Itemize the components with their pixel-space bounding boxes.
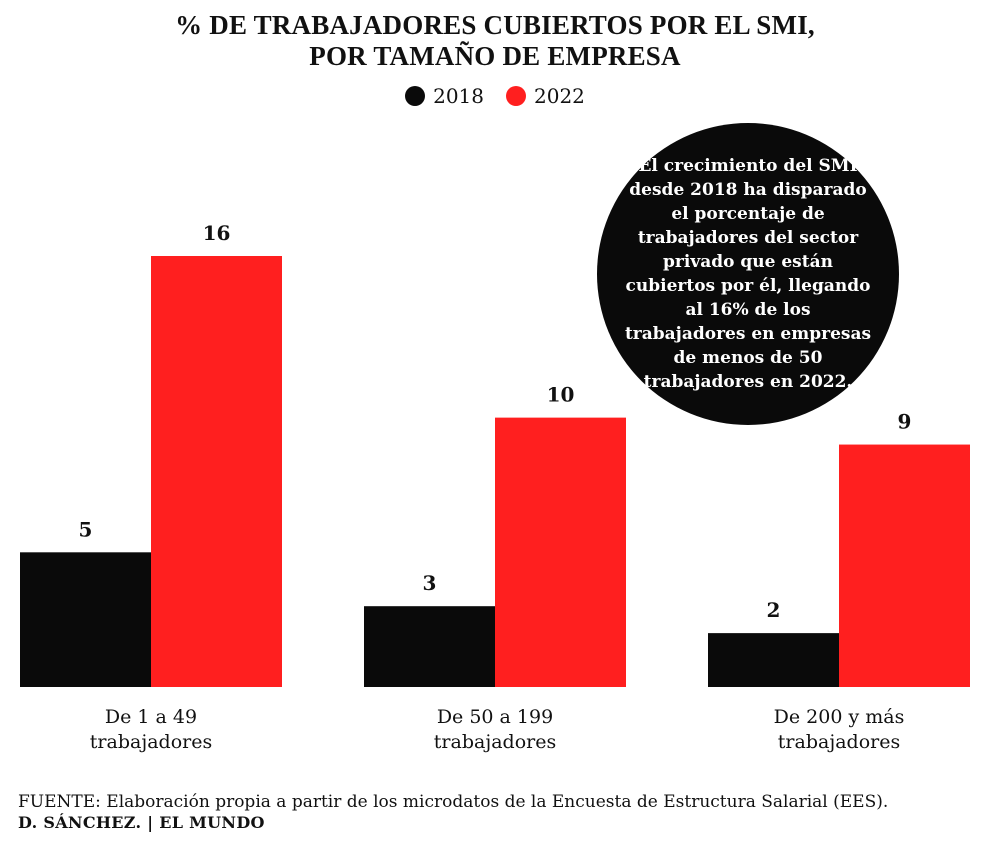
- bar-2022-1: [151, 256, 282, 687]
- legend-item-2018: 2018: [405, 84, 484, 108]
- bar-2018-1: [20, 552, 151, 687]
- bar-2018-3: [708, 633, 839, 687]
- category-label-2-line-1: De 50 a 199: [437, 706, 553, 728]
- legend-swatch-2018: [405, 86, 426, 106]
- data-label-2018-2: 3: [423, 571, 437, 595]
- category-label-3-line-1: De 200 y más: [774, 706, 905, 728]
- category-label-2-line-2: trabajadores: [434, 731, 556, 753]
- legend-label-2022: 2022: [534, 84, 585, 108]
- data-label-2022-2: 10: [547, 383, 575, 407]
- chart-title: % DE TRABAJADORES CUBIERTOS POR EL SMI, …: [0, 10, 990, 72]
- chart-title-line-1: % DE TRABAJADORES CUBIERTOS POR EL SMI,: [175, 10, 815, 40]
- annotation-text: El crecimiento del SMI desde 2018 ha dis…: [624, 156, 872, 392]
- data-label-2022-1: 16: [203, 221, 231, 245]
- chart-title-line-2: POR TAMAÑO DE EMPRESA: [309, 41, 681, 71]
- category-label-3-line-2: trabajadores: [778, 731, 900, 753]
- category-label-1-line-1: De 1 a 49: [105, 706, 197, 728]
- credit-line: D. SÁNCHEZ. | EL MUNDO: [18, 813, 265, 832]
- data-label-2022-3: 9: [898, 410, 912, 434]
- category-label-1-line-2: trabajadores: [90, 731, 212, 753]
- legend-swatch-2022: [506, 86, 526, 106]
- legend-label-2018: 2018: [433, 84, 484, 108]
- bar-2018-2: [364, 606, 495, 687]
- bar-2022-2: [495, 417, 626, 687]
- annotation-bubble: El crecimiento del SMI desde 2018 ha dis…: [597, 123, 899, 425]
- data-label-2018-3: 2: [767, 598, 781, 622]
- data-label-2018-1: 5: [79, 517, 93, 541]
- legend: 2018 2022: [0, 84, 990, 108]
- bar-2022-3: [839, 444, 970, 687]
- legend-item-2022: 2022: [506, 84, 585, 108]
- source-note: FUENTE: Elaboración propia a partir de l…: [18, 792, 889, 812]
